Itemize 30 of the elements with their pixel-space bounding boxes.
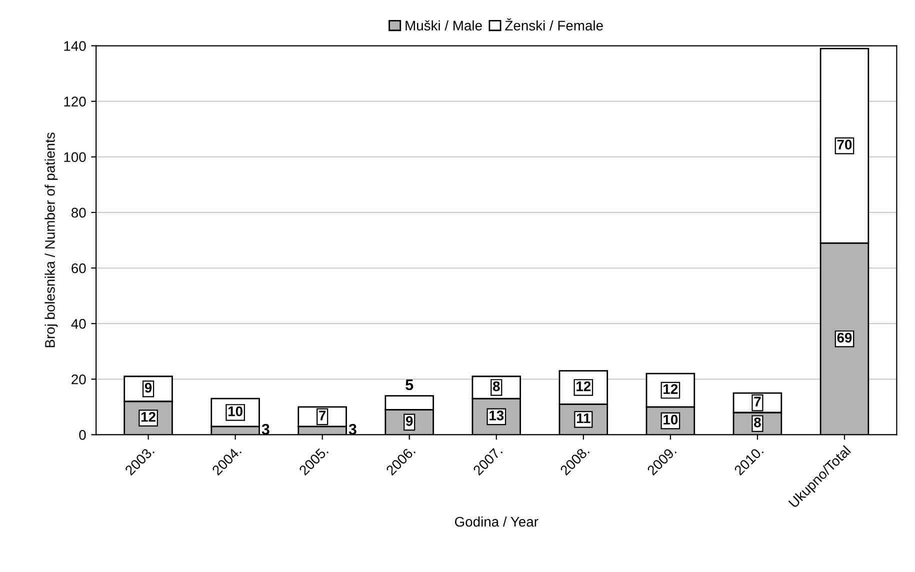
y-tick-label: 20	[72, 374, 86, 384]
y-tick-label: 120	[64, 96, 86, 106]
y-tick-label: 100	[64, 152, 86, 162]
data-label: 3	[348, 424, 356, 435]
y-tick-label: 40	[71, 318, 86, 329]
data-label: 12	[576, 381, 591, 392]
y-axis-title: Broj bolesnika / Number of patients	[44, 132, 58, 348]
data-label: 10	[228, 406, 242, 416]
data-label: 8	[492, 381, 500, 392]
data-label: 9	[144, 382, 152, 393]
data-label: 10	[664, 414, 678, 425]
y-tick-label: 80	[72, 208, 86, 218]
legend-label: Muški / Male	[406, 20, 482, 31]
data-label: 8	[754, 418, 761, 428]
data-label: 12	[141, 412, 156, 422]
data-label: 5	[406, 380, 414, 390]
data-label: 70	[837, 140, 852, 150]
data-label: 7	[319, 410, 326, 420]
y-tick-label: 140	[64, 41, 86, 51]
x-axis-title: Godina / Year	[454, 516, 538, 527]
legend-label: Ženski / Female	[505, 18, 603, 31]
y-tick-label: 60	[72, 263, 86, 274]
y-tick-label: 0	[79, 430, 86, 440]
data-label: 11	[576, 413, 590, 424]
data-label: 69	[837, 332, 852, 343]
data-label: 12	[664, 384, 678, 394]
data-label: 13	[490, 410, 504, 420]
data-label: 7	[754, 396, 761, 406]
data-label: 3	[262, 424, 270, 435]
data-label: 9	[406, 416, 413, 426]
